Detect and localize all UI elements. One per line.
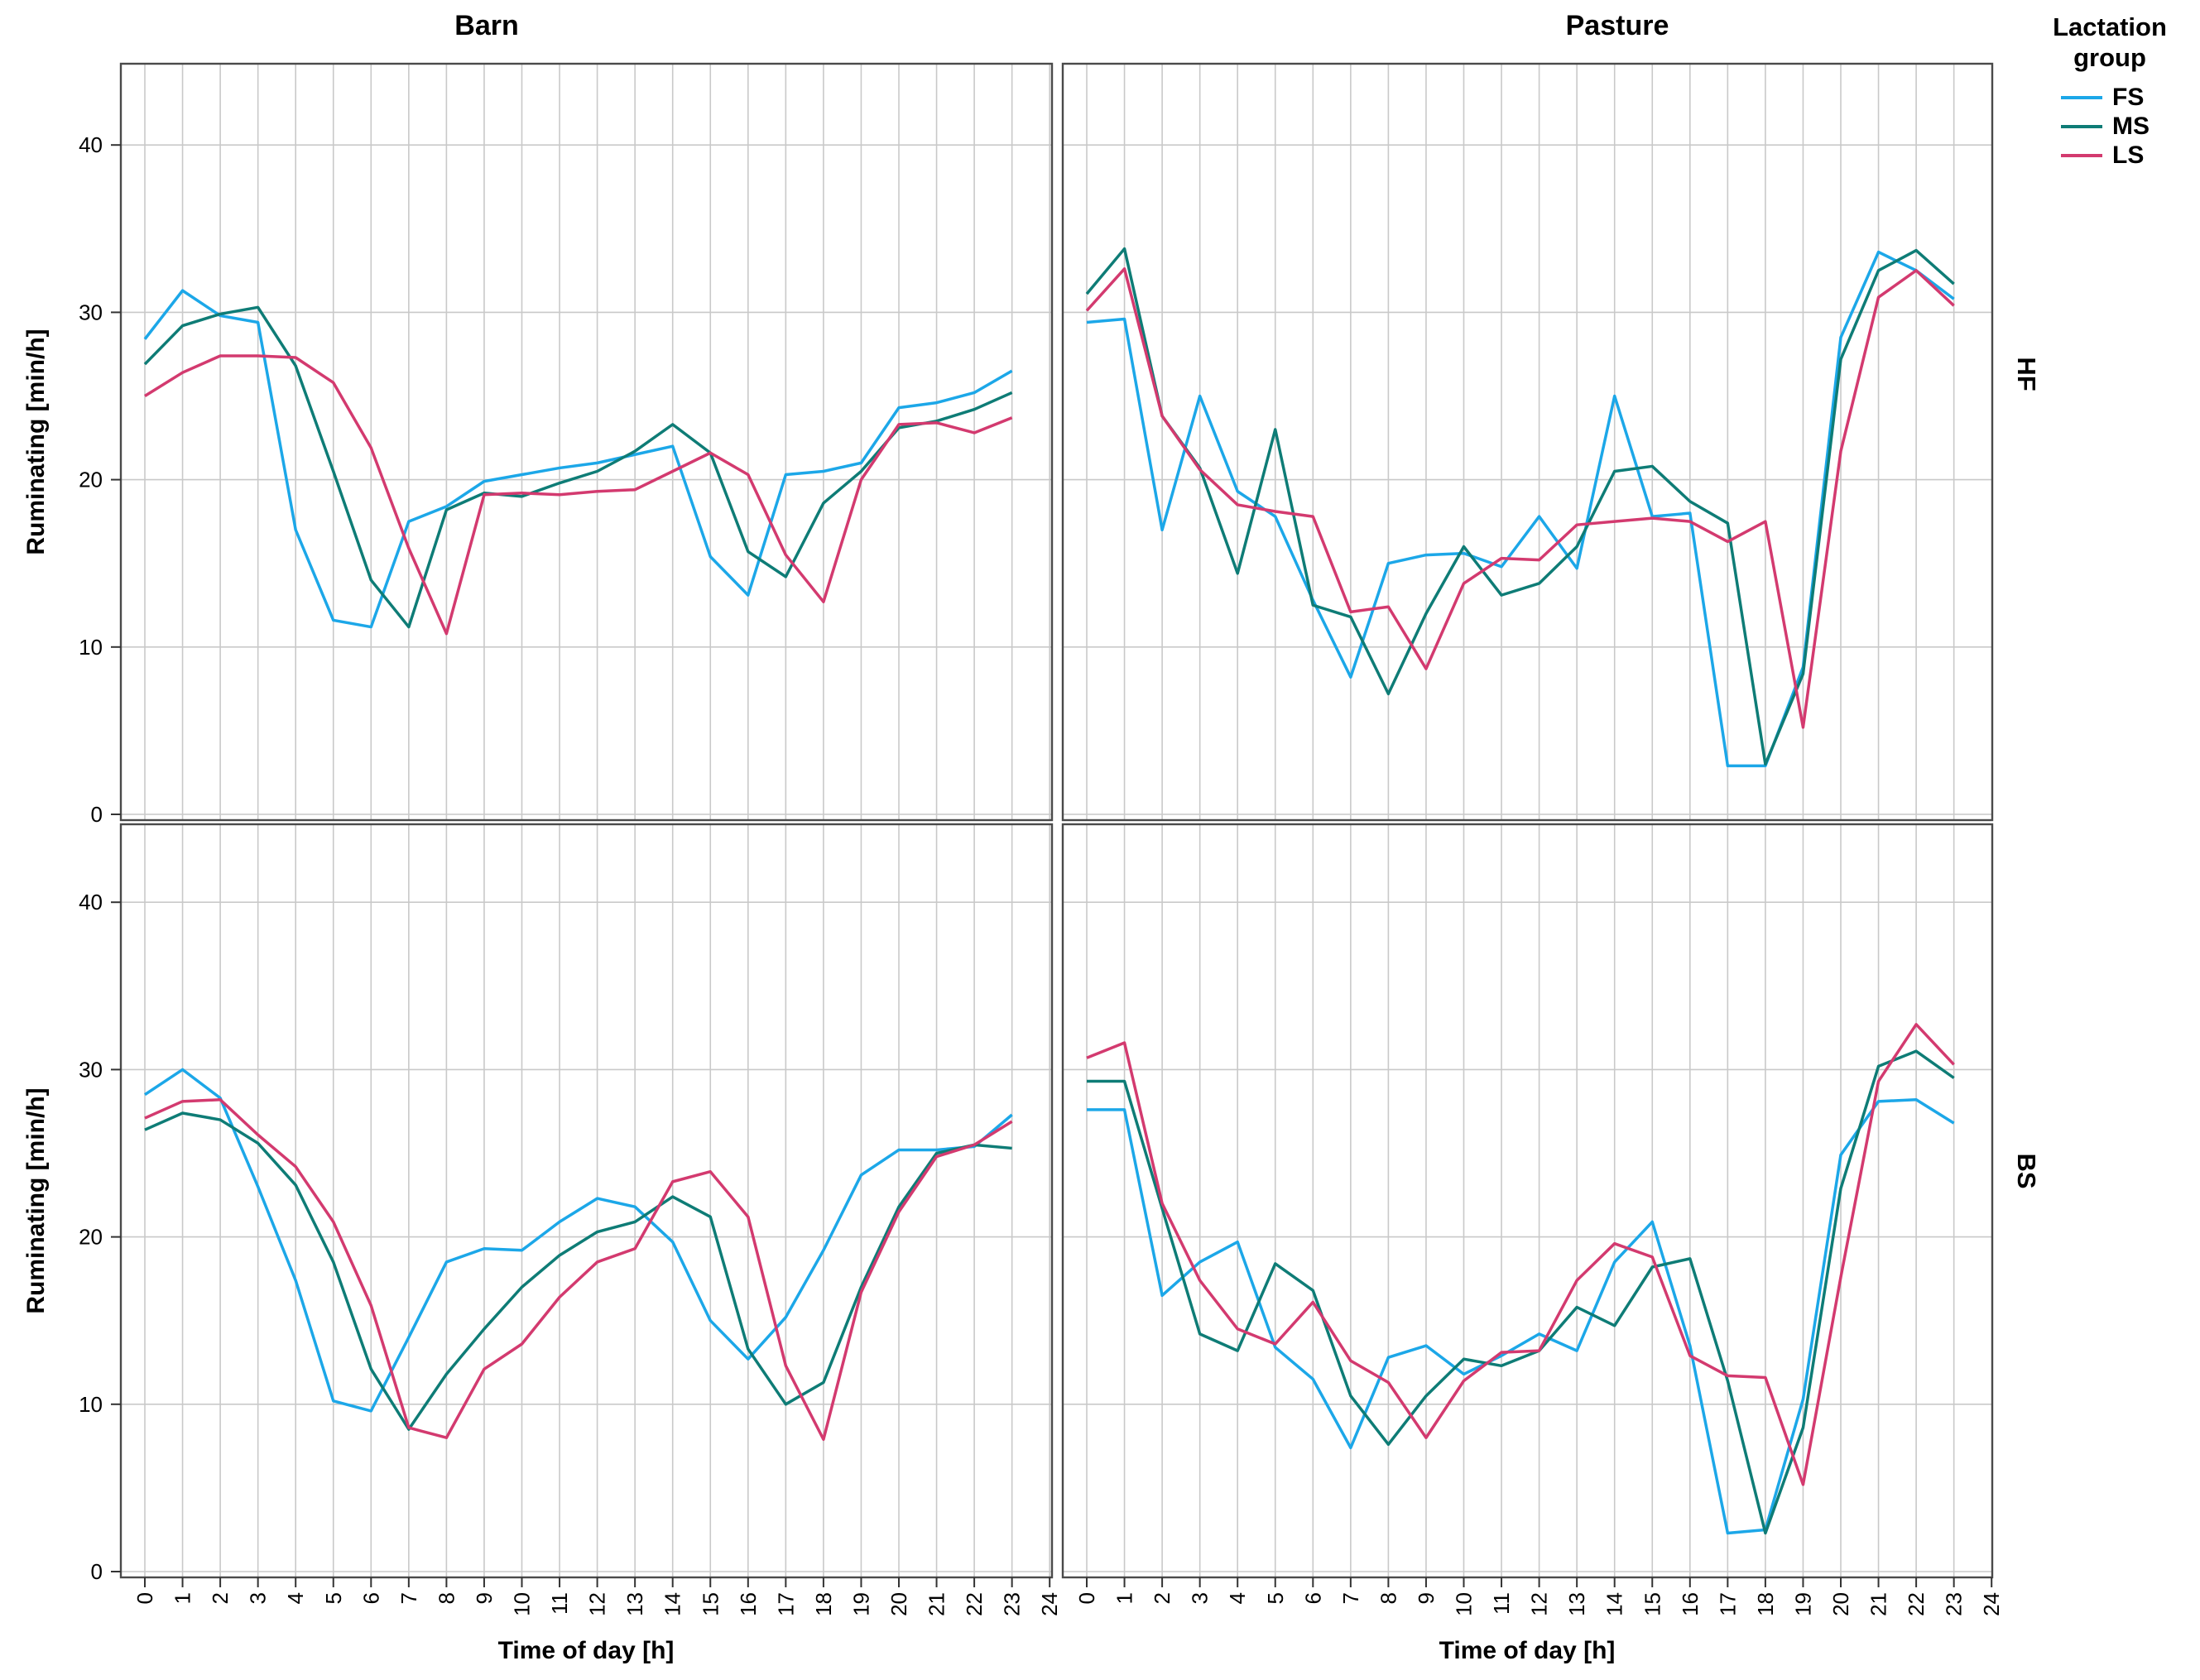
y-tick-label: 40: [79, 890, 103, 914]
x-tick-label: 19: [1790, 1592, 1815, 1616]
facet-title-pasture: Pasture: [1565, 10, 1669, 41]
series-line-LS: [144, 1098, 1013, 1442]
series-line-MS: [1085, 247, 1955, 766]
x-tick-label: 24: [1037, 1592, 1062, 1616]
x-tick-label: 7: [1338, 1592, 1363, 1604]
y-tick-label: 10: [79, 635, 103, 660]
x-tick-label: 0: [132, 1592, 157, 1604]
y-tick-label: 40: [79, 132, 103, 157]
series-line-LS: [1085, 267, 1955, 729]
panel-border: [119, 62, 1054, 822]
series-line-FS: [143, 289, 1013, 629]
x-tick-label: 3: [246, 1592, 271, 1604]
x-tick-label: 12: [585, 1592, 610, 1616]
panel-border: [119, 823, 1054, 1579]
x-tick-label: 15: [1640, 1592, 1664, 1616]
y-axis-title-bottom: Ruminating [min/h]: [22, 1087, 50, 1314]
x-tick-label: 5: [1263, 1592, 1288, 1604]
x-tick-label: 0: [1074, 1592, 1099, 1604]
x-tick-label: 6: [1300, 1592, 1325, 1604]
legend: Lactation group FS MS LS: [2025, 12, 2195, 170]
panel-border: [1061, 823, 1994, 1579]
x-tick-label: 17: [1715, 1592, 1740, 1616]
x-tick-label: 1: [1112, 1592, 1137, 1604]
x-tick-label: 24: [1979, 1592, 2004, 1616]
legend-entry-ls: LS: [2061, 141, 2195, 170]
x-tick-label: 22: [1904, 1592, 1929, 1616]
x-tick-label: 16: [1678, 1592, 1703, 1616]
x-tick-label: 23: [1000, 1592, 1025, 1616]
facet-title-barn: Barn: [454, 10, 519, 41]
x-tick-label: 2: [1150, 1592, 1174, 1604]
series-line-LS: [144, 354, 1013, 636]
x-tick-label: 4: [1225, 1592, 1250, 1604]
y-tick-label: 30: [79, 300, 103, 324]
y-tick-label: 20: [79, 1225, 103, 1250]
ms-line-swatch-icon: [2061, 124, 2102, 128]
y-axis-title-top: Ruminating [min/h]: [22, 329, 50, 555]
x-tick-label: 10: [1452, 1592, 1477, 1616]
panel-border: [1061, 62, 1994, 822]
series-line-MS: [1087, 1049, 1955, 1535]
ls-line-swatch-icon: [2061, 153, 2102, 157]
x-axis-title-right: Time of day [h]: [1439, 1637, 1616, 1664]
x-tick-label: 14: [1602, 1592, 1627, 1616]
x-tick-label: 9: [1414, 1592, 1439, 1604]
x-tick-label: 11: [1489, 1592, 1514, 1615]
x-tick-label: 7: [396, 1592, 421, 1604]
series-line-FS: [1087, 1098, 1955, 1535]
x-tick-label: 20: [886, 1592, 911, 1616]
facet-row-label-bs: BS: [2012, 1153, 2041, 1189]
x-tick-label: 8: [434, 1592, 459, 1604]
x-tick-label: 12: [1527, 1592, 1552, 1616]
legend-title: Lactation group: [2053, 12, 2167, 72]
series-line-MS: [144, 1111, 1012, 1431]
x-axis-title-left: Time of day [h]: [497, 1637, 675, 1664]
x-tick-label: 18: [1753, 1592, 1778, 1616]
fs-line-swatch-icon: [2061, 95, 2102, 99]
x-tick-label: 4: [283, 1592, 308, 1604]
x-tick-label: 11: [547, 1592, 572, 1615]
x-tick-label: 14: [660, 1592, 685, 1616]
x-tick-label: 19: [848, 1592, 873, 1616]
y-tick-label: 20: [79, 468, 103, 492]
legend-label-ms: MS: [2112, 112, 2150, 140]
x-tick-label: 9: [472, 1592, 497, 1604]
x-tick-label: 13: [1564, 1592, 1589, 1616]
x-tick-label: 10: [510, 1592, 535, 1616]
x-tick-label: 21: [925, 1592, 949, 1616]
x-tick-label: 8: [1376, 1592, 1400, 1604]
x-tick-label: 17: [773, 1592, 798, 1616]
x-tick-label: 20: [1828, 1592, 1853, 1616]
x-tick-label: 1: [171, 1592, 195, 1604]
x-tick-label: 16: [736, 1592, 761, 1616]
x-tick-label: 15: [698, 1592, 723, 1616]
legend-label-fs: FS: [2112, 83, 2145, 111]
legend-label-ls: LS: [2112, 141, 2145, 169]
series-line-FS: [144, 1068, 1013, 1413]
series-line-LS: [1086, 1023, 1955, 1486]
x-tick-label: 2: [208, 1592, 233, 1604]
x-tick-label: 18: [811, 1592, 836, 1616]
x-tick-label: 3: [1188, 1592, 1213, 1604]
facet-row-label-hf: HF: [2012, 357, 2041, 391]
x-tick-label: 5: [321, 1592, 346, 1604]
x-tick-label: 13: [622, 1592, 647, 1616]
legend-entry-ms: MS: [2061, 112, 2195, 141]
x-tick-label: 23: [1942, 1592, 1967, 1616]
y-tick-label: 10: [79, 1392, 103, 1417]
x-tick-label: 6: [358, 1592, 383, 1604]
x-tick-label: 21: [1866, 1592, 1891, 1616]
y-tick-label: 0: [91, 802, 103, 827]
y-tick-label: 0: [91, 1559, 103, 1584]
legend-entry-fs: FS: [2061, 83, 2195, 112]
x-tick-label: 22: [962, 1592, 987, 1616]
y-tick-label: 30: [79, 1057, 103, 1082]
